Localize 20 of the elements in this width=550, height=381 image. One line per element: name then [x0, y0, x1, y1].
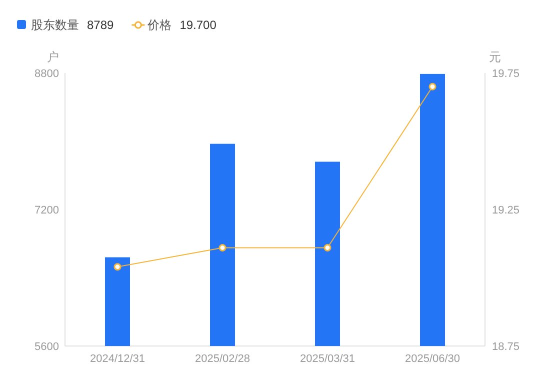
point [218, 244, 226, 252]
x-tick-label: 2024/12/31 [90, 353, 146, 365]
y-tick-label: 5600 [34, 341, 59, 353]
point [324, 244, 332, 252]
text: 19.700 [180, 18, 217, 32]
legend-label: 股东数量 [31, 18, 79, 32]
x-tick-label: 2025/06/30 [404, 353, 460, 365]
y2-axis-title: 元 [489, 50, 501, 64]
y-axis-title: 户 [47, 50, 59, 64]
legend-label: 价格 [146, 18, 172, 32]
point [114, 263, 122, 271]
y-tick-label: 7200 [34, 204, 59, 216]
point [428, 82, 436, 90]
y2-tick-label: 19.25 [492, 204, 520, 216]
y-tick-label: 8800 [34, 68, 59, 80]
y2-tick-label: 19.75 [492, 68, 520, 80]
x-tick-label: 2025/02/28 [194, 353, 250, 365]
x-tick-label: 2025/03/31 [300, 353, 356, 365]
text: 8789 [87, 18, 114, 32]
y2-tick-label: 18.75 [492, 341, 520, 353]
